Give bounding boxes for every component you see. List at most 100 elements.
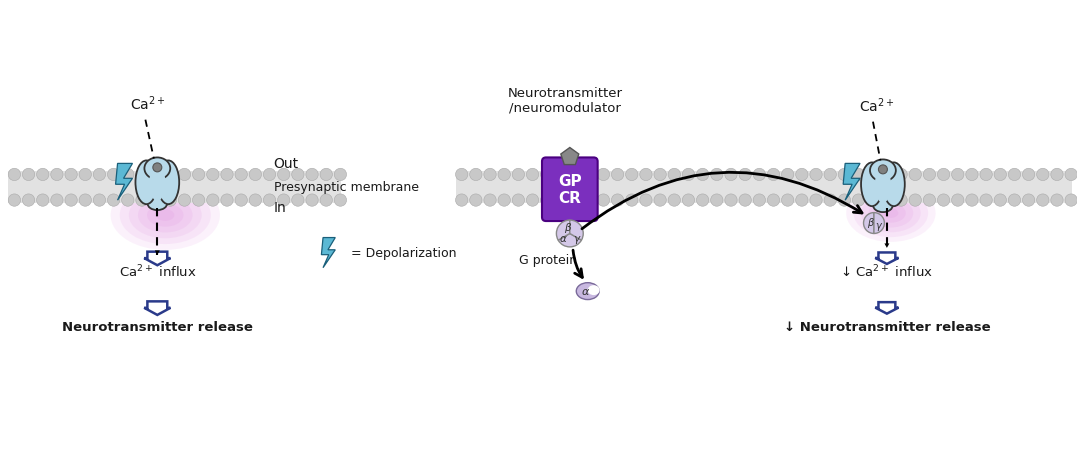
Circle shape <box>852 195 865 207</box>
Circle shape <box>697 169 708 181</box>
Circle shape <box>611 195 624 207</box>
Ellipse shape <box>158 161 179 205</box>
Text: Neurotransmitter release: Neurotransmitter release <box>62 320 253 333</box>
Circle shape <box>683 169 694 181</box>
Text: γ: γ <box>573 234 580 243</box>
Polygon shape <box>145 252 171 266</box>
Circle shape <box>654 169 666 181</box>
Circle shape <box>1051 169 1063 181</box>
Circle shape <box>739 195 752 207</box>
Wedge shape <box>874 213 885 234</box>
Bar <box>9 172 341 204</box>
Circle shape <box>37 169 49 181</box>
Circle shape <box>249 195 261 207</box>
Text: α: α <box>559 234 567 243</box>
Wedge shape <box>570 221 583 241</box>
Circle shape <box>980 195 993 207</box>
Ellipse shape <box>883 209 899 218</box>
Circle shape <box>1009 195 1021 207</box>
Circle shape <box>264 169 275 181</box>
Circle shape <box>249 169 261 181</box>
Circle shape <box>526 169 539 181</box>
Circle shape <box>9 195 21 207</box>
Circle shape <box>625 195 638 207</box>
Circle shape <box>669 169 680 181</box>
Circle shape <box>951 195 964 207</box>
Circle shape <box>725 169 738 181</box>
Circle shape <box>9 169 21 181</box>
Circle shape <box>23 169 35 181</box>
Circle shape <box>895 195 907 207</box>
Circle shape <box>611 169 624 181</box>
Circle shape <box>320 169 333 181</box>
Text: Presynaptic membrane: Presynaptic membrane <box>273 180 419 193</box>
Circle shape <box>937 195 949 207</box>
Circle shape <box>235 169 247 181</box>
Circle shape <box>725 195 738 207</box>
Circle shape <box>93 195 106 207</box>
Circle shape <box>923 169 935 181</box>
Circle shape <box>512 195 525 207</box>
Bar <box>456 172 1071 204</box>
Circle shape <box>122 195 134 207</box>
Circle shape <box>994 169 1007 181</box>
Circle shape <box>107 195 120 207</box>
Wedge shape <box>864 213 874 234</box>
Ellipse shape <box>135 161 158 205</box>
Circle shape <box>65 169 78 181</box>
Ellipse shape <box>577 283 599 300</box>
Text: Out: Out <box>273 157 299 171</box>
Text: Ca$^{2+}$ influx: Ca$^{2+}$ influx <box>119 263 197 280</box>
Circle shape <box>235 195 247 207</box>
Circle shape <box>625 169 638 181</box>
Circle shape <box>206 195 219 207</box>
Circle shape <box>555 169 567 181</box>
Ellipse shape <box>870 160 895 182</box>
Circle shape <box>654 195 666 207</box>
Circle shape <box>880 195 893 207</box>
Circle shape <box>880 169 893 181</box>
Ellipse shape <box>147 197 167 211</box>
Text: ↓ Neurotransmitter release: ↓ Neurotransmitter release <box>784 320 990 333</box>
Circle shape <box>150 169 162 181</box>
Circle shape <box>697 195 708 207</box>
Circle shape <box>753 169 766 181</box>
Circle shape <box>866 195 879 207</box>
Ellipse shape <box>149 164 165 202</box>
Circle shape <box>1037 195 1049 207</box>
Circle shape <box>541 169 553 181</box>
Ellipse shape <box>145 158 171 180</box>
Circle shape <box>639 195 652 207</box>
Circle shape <box>923 195 935 207</box>
Polygon shape <box>116 164 133 201</box>
Text: In: In <box>273 201 286 215</box>
Circle shape <box>264 195 275 207</box>
Polygon shape <box>561 148 579 165</box>
Circle shape <box>470 169 482 181</box>
Circle shape <box>512 169 525 181</box>
Circle shape <box>79 169 92 181</box>
Circle shape <box>782 195 794 207</box>
Circle shape <box>669 195 680 207</box>
Circle shape <box>51 169 63 181</box>
FancyBboxPatch shape <box>542 158 597 222</box>
Circle shape <box>909 169 921 181</box>
Circle shape <box>1037 169 1049 181</box>
Circle shape <box>810 195 822 207</box>
Circle shape <box>1023 169 1035 181</box>
Ellipse shape <box>883 163 905 207</box>
Ellipse shape <box>588 285 599 296</box>
Circle shape <box>498 195 511 207</box>
Ellipse shape <box>876 204 906 223</box>
Circle shape <box>541 195 553 207</box>
Circle shape <box>192 195 205 207</box>
Text: Ca$^{2+}$: Ca$^{2+}$ <box>130 94 165 112</box>
Circle shape <box>782 169 794 181</box>
Polygon shape <box>843 164 860 201</box>
Circle shape <box>683 195 694 207</box>
Circle shape <box>838 195 851 207</box>
Ellipse shape <box>138 198 192 233</box>
Circle shape <box>334 169 347 181</box>
Circle shape <box>824 169 836 181</box>
Circle shape <box>1065 195 1078 207</box>
